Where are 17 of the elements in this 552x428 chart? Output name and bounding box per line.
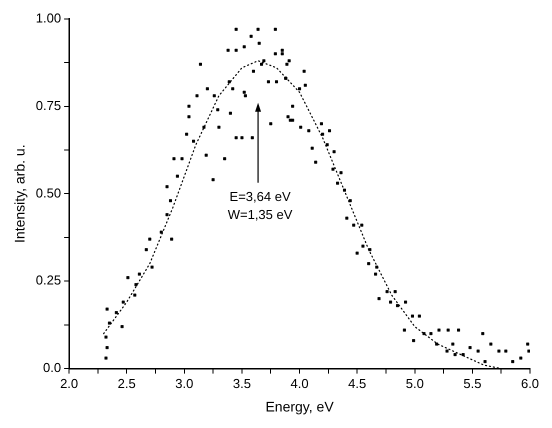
- x-tick-label: 3.0: [175, 376, 194, 391]
- y-axis-title: Intensity, arb. u.: [11, 144, 28, 243]
- x-tick-label: 4.5: [348, 376, 366, 391]
- y-tick-label: 0.50: [36, 185, 62, 200]
- x-axis-title: Energy, eV: [265, 398, 334, 414]
- x-tick-label: 3.5: [232, 376, 251, 391]
- x-tick-label: 5.0: [406, 376, 424, 391]
- y-tick-label: 0.25: [36, 272, 62, 288]
- x-tick-label: 4.0: [290, 376, 309, 391]
- y-tick-label: 0.75: [36, 98, 62, 113]
- y-tick-label: 0.0: [43, 360, 62, 376]
- annotation: E=3,64 eV W=1,35 eV: [228, 188, 293, 222]
- x-tick-label: 2.0: [60, 376, 78, 391]
- x-tick-label: 5.5: [463, 376, 482, 391]
- y-tick-label: 1.00: [36, 10, 62, 26]
- x-tick-label: 2.5: [118, 376, 136, 391]
- x-tick-label: 6.0: [520, 376, 540, 391]
